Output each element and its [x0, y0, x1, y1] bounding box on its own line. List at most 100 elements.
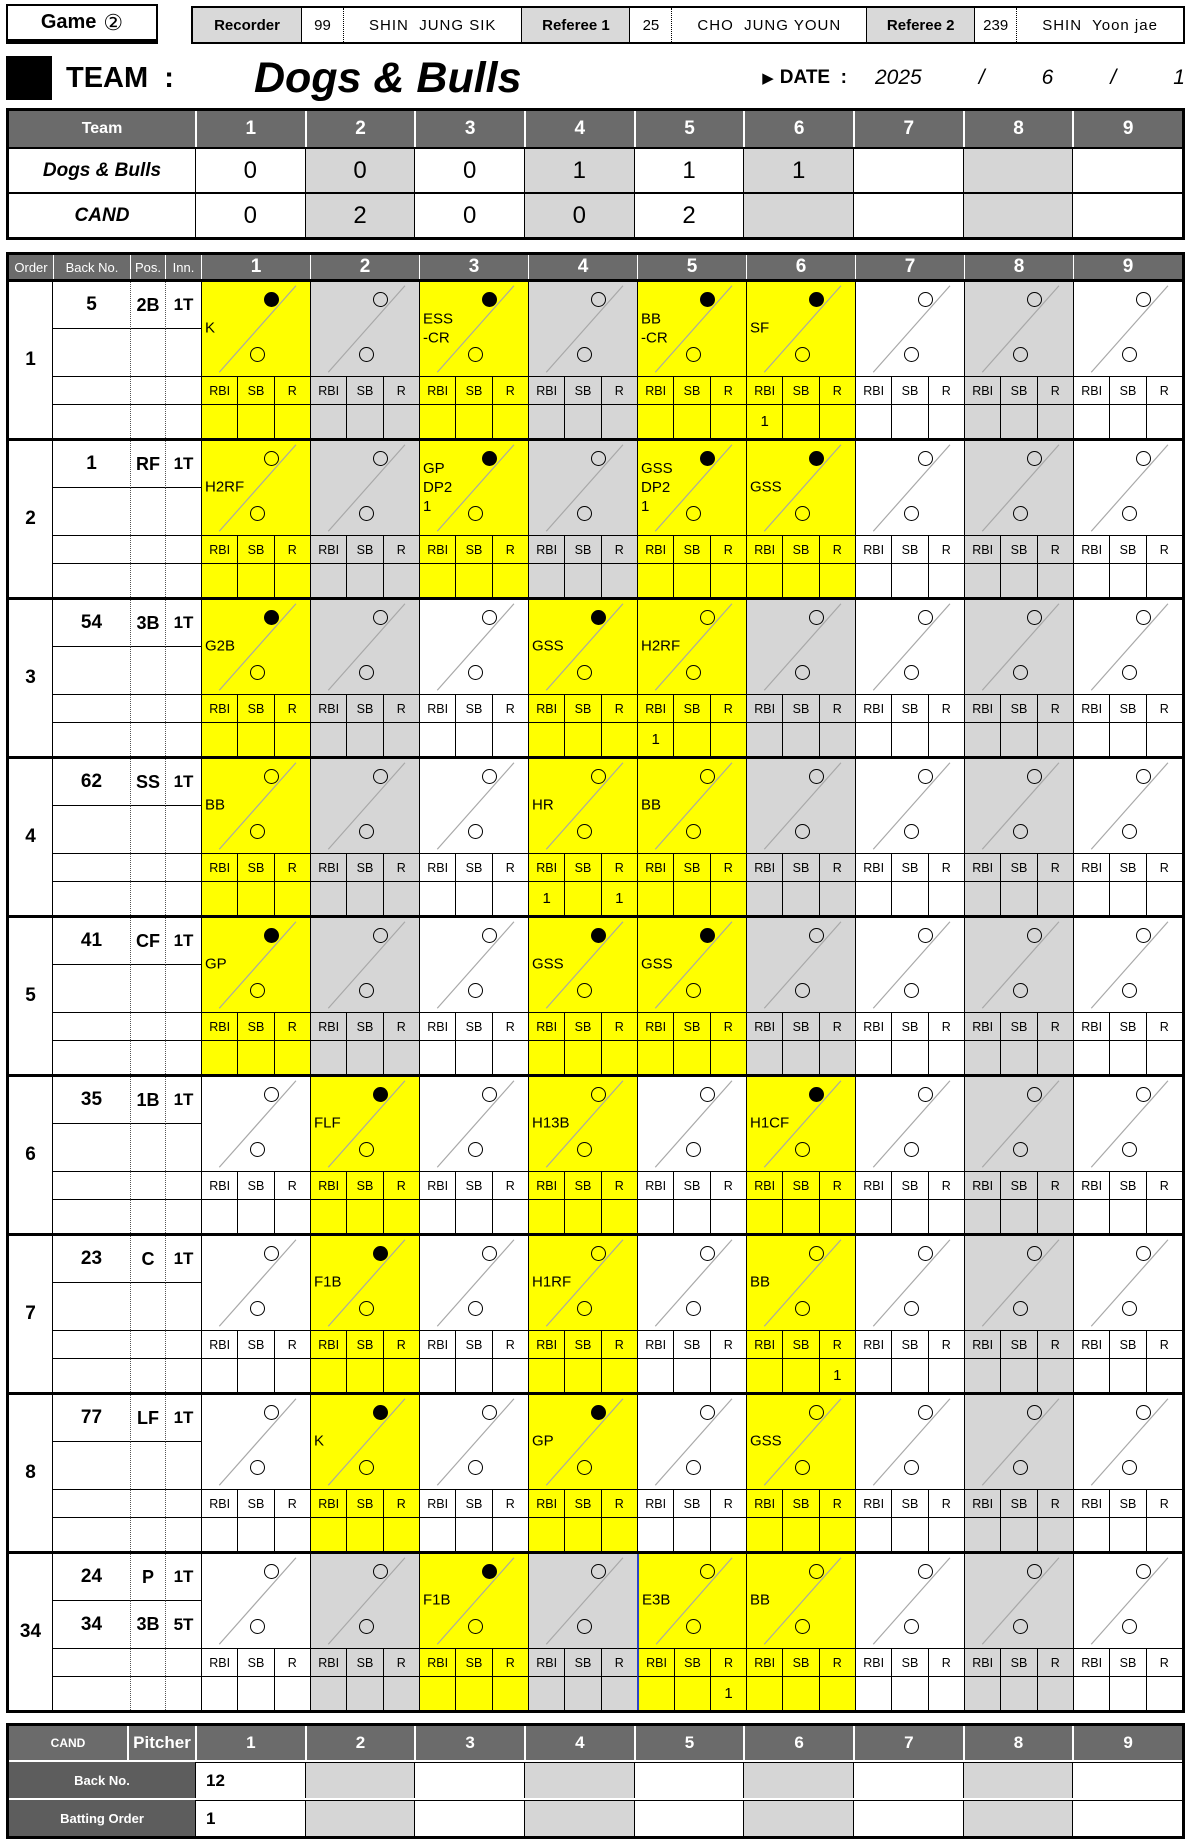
stat-value-cell[interactable] [420, 723, 455, 756]
stat-value-cell[interactable] [782, 882, 818, 915]
stat-value-cell[interactable] [891, 1677, 927, 1710]
stat-value-cell[interactable] [747, 723, 782, 756]
stat-value-cell[interactable] [965, 405, 1000, 438]
stat-value-cell[interactable] [273, 882, 310, 915]
stat-value-cell[interactable] [673, 882, 709, 915]
stat-value-cell[interactable] [382, 1041, 419, 1074]
stat-value-cell[interactable] [564, 723, 600, 756]
inning-cell[interactable]: ESS -CR [419, 282, 528, 376]
stat-value-cell[interactable] [491, 1200, 528, 1233]
stat-value-cell[interactable] [311, 405, 346, 438]
linescore-score-cell[interactable] [852, 194, 963, 237]
stat-value-cell[interactable] [638, 1518, 673, 1551]
inning-cell[interactable] [1073, 1395, 1182, 1489]
pitcher-value-cell[interactable] [1072, 1762, 1182, 1798]
stat-value-cell[interactable] [782, 1518, 818, 1551]
inning-cell[interactable]: GP DP2 1 [419, 441, 528, 535]
stat-value-cell[interactable] [965, 1677, 1000, 1710]
pitcher-value-cell[interactable] [523, 1762, 634, 1798]
pitcher-value-cell[interactable] [304, 1762, 415, 1798]
stat-value-cell[interactable] [237, 1041, 273, 1074]
stat-value-cell[interactable] [202, 1200, 237, 1233]
stat-value-cell[interactable]: 1 [710, 1677, 746, 1710]
inning-cell[interactable]: GSS [528, 918, 637, 1012]
inning-cell[interactable] [964, 759, 1073, 853]
stat-value-cell[interactable] [965, 882, 1000, 915]
stat-value-cell[interactable] [1036, 564, 1073, 597]
stat-value-cell[interactable] [491, 882, 528, 915]
stat-value-cell[interactable] [564, 564, 600, 597]
inning-cell[interactable] [1073, 441, 1182, 535]
stat-value-cell[interactable] [382, 1359, 419, 1392]
stat-value-cell[interactable] [600, 1518, 637, 1551]
stat-value-cell[interactable] [639, 1677, 674, 1710]
stat-value-cell[interactable] [346, 405, 382, 438]
linescore-score-cell[interactable] [1072, 194, 1182, 237]
pitcher-value-cell[interactable] [523, 1800, 634, 1836]
stat-value-cell[interactable] [782, 1359, 818, 1392]
linescore-score-cell[interactable]: 1 [633, 149, 744, 192]
inning-cell[interactable] [310, 282, 419, 376]
stat-value-cell[interactable] [1000, 405, 1036, 438]
inning-cell[interactable] [1073, 1554, 1182, 1648]
inning-cell[interactable]: SF [746, 282, 855, 376]
pitcher-value-cell[interactable] [743, 1800, 853, 1836]
stat-value-cell[interactable] [202, 1359, 237, 1392]
stat-value-cell[interactable] [638, 405, 673, 438]
inning-cell[interactable]: GSS [637, 918, 746, 1012]
inning-cell[interactable] [964, 600, 1073, 694]
stat-value-cell[interactable] [237, 405, 273, 438]
stat-value-cell[interactable] [455, 405, 491, 438]
stat-value-cell[interactable] [673, 1200, 709, 1233]
linescore-score-cell[interactable]: 0 [195, 149, 305, 192]
stat-value-cell[interactable] [965, 564, 1000, 597]
stat-value-cell[interactable] [673, 723, 709, 756]
stat-value-cell[interactable] [965, 1200, 1000, 1233]
stat-value-cell[interactable] [856, 1677, 891, 1710]
stat-value-cell[interactable] [818, 405, 855, 438]
linescore-score-cell[interactable] [743, 194, 853, 237]
stat-value-cell[interactable] [782, 1041, 818, 1074]
stat-value-cell[interactable] [638, 1200, 673, 1233]
stat-value-cell[interactable] [564, 405, 600, 438]
stat-value-cell[interactable]: 1 [542, 890, 551, 907]
stat-value-cell[interactable] [311, 882, 346, 915]
inning-cell[interactable]: H13B [528, 1077, 637, 1171]
stat-value-cell[interactable] [600, 1041, 637, 1074]
stat-value-cell[interactable] [420, 1677, 455, 1710]
stat-value-cell[interactable] [856, 882, 891, 915]
stat-value-cell[interactable] [747, 1041, 782, 1074]
stat-value-cell[interactable] [202, 882, 237, 915]
stat-value-cell[interactable] [1000, 1041, 1036, 1074]
stat-value-cell[interactable] [311, 1518, 346, 1551]
stat-value-cell[interactable] [420, 1518, 455, 1551]
inning-cell[interactable] [855, 918, 964, 1012]
stat-value-cell[interactable] [1145, 882, 1182, 915]
stat-value-cell[interactable] [420, 1359, 455, 1392]
stat-value-cell[interactable] [818, 564, 855, 597]
inning-cell[interactable] [310, 918, 419, 1012]
stat-value-cell[interactable] [491, 1677, 528, 1710]
stat-value-cell[interactable] [673, 405, 709, 438]
stat-value-cell[interactable] [1145, 1200, 1182, 1233]
stat-value-cell[interactable] [346, 1677, 382, 1710]
stat-value-cell[interactable] [600, 1200, 637, 1233]
inning-cell[interactable] [201, 1395, 310, 1489]
stat-value-cell[interactable] [529, 1041, 564, 1074]
inning-cell[interactable]: E3B [637, 1554, 746, 1648]
stat-value-cell[interactable] [1074, 1518, 1109, 1551]
stat-value-cell[interactable] [311, 1200, 346, 1233]
stat-value-cell[interactable]: 1 [760, 413, 769, 430]
stat-value-cell[interactable] [1000, 1200, 1036, 1233]
stat-value-cell[interactable] [455, 723, 491, 756]
stat-value-cell[interactable] [564, 1359, 600, 1392]
stat-value-cell[interactable] [382, 1677, 419, 1710]
pitcher-value-cell[interactable] [414, 1762, 524, 1798]
stat-value-cell[interactable] [1036, 1677, 1073, 1710]
stat-value-cell[interactable] [1036, 723, 1073, 756]
stat-value-cell[interactable] [202, 1041, 237, 1074]
inning-cell[interactable]: G2B [201, 600, 310, 694]
linescore-score-cell[interactable]: 2 [304, 194, 415, 237]
stat-value-cell[interactable] [1109, 1359, 1145, 1392]
stat-value-cell[interactable] [600, 723, 637, 756]
